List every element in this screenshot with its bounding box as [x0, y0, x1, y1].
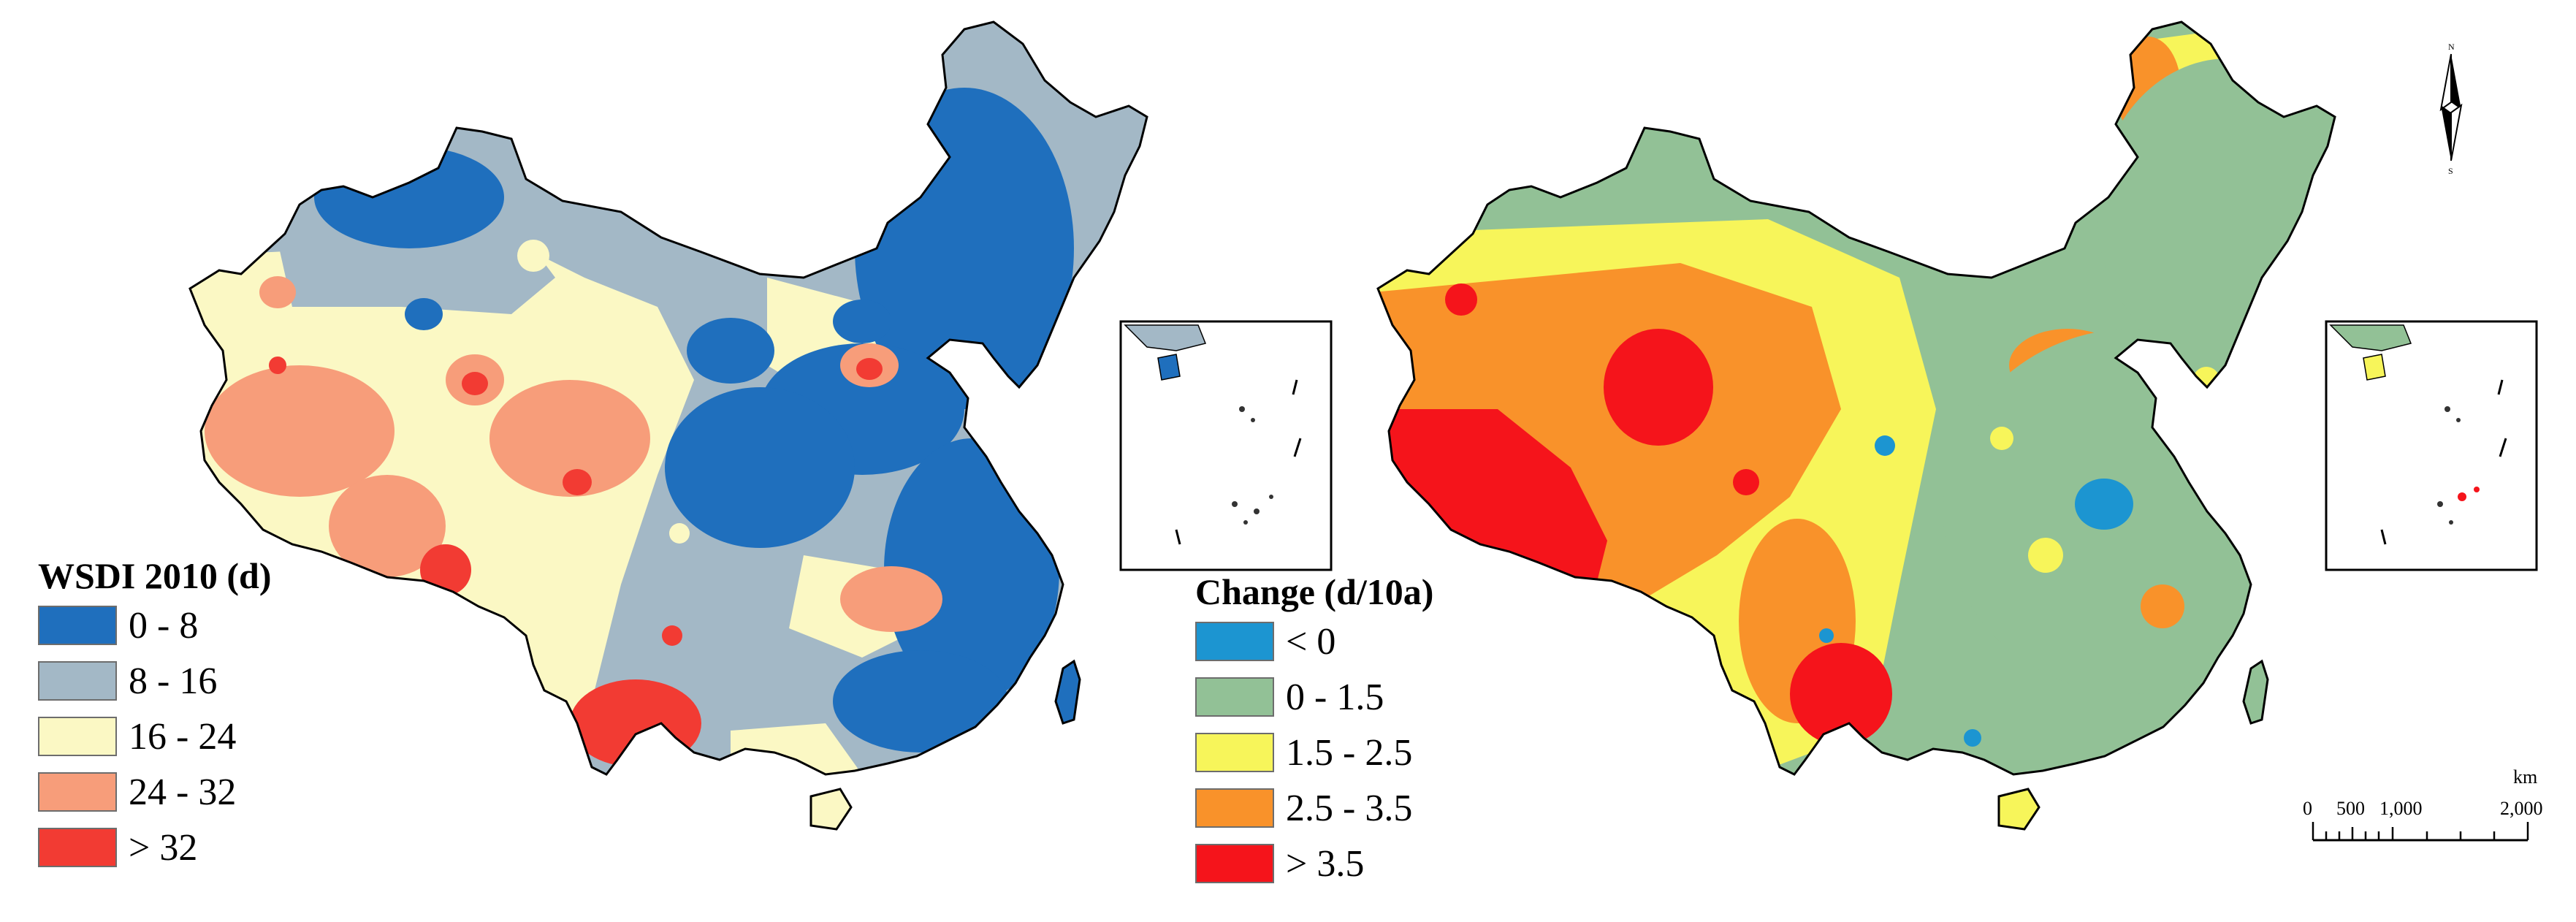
scale-tick-3: 2,000: [2500, 798, 2543, 819]
left-inset-south-china-sea: [1119, 320, 1333, 571]
left-swatch-2: [38, 717, 117, 756]
right-swatch-0: [1195, 622, 1274, 661]
right-legend-item: 0 - 1.5: [1195, 669, 1433, 725]
scale-tick-0: 0: [2303, 798, 2312, 819]
right-legend-title: Change (d/10a): [1195, 571, 1434, 612]
right-legend: Change (d/10a) < 0 0 - 1.5 1.5 - 2.5 2.5…: [1195, 570, 1433, 891]
right-legend-item: > 3.5: [1195, 836, 1433, 891]
south-label: S: [2448, 166, 2453, 176]
north-arrow-icon: N S: [2439, 42, 2463, 176]
right-legend-item: < 0: [1195, 614, 1433, 669]
left-swatch-0: [38, 606, 117, 645]
left-swatch-1: [38, 661, 117, 701]
left-legend-item: 24 - 32: [38, 764, 271, 820]
right-legend-label: 0 - 1.5: [1286, 676, 1384, 718]
right-hainan: [1997, 788, 2040, 831]
right-legend-item: 1.5 - 2.5: [1195, 725, 1433, 780]
left-legend-title: WSDI 2010 (d): [38, 555, 272, 596]
right-taiwan: [2242, 659, 2269, 725]
left-legend-label: > 32: [129, 826, 198, 869]
right-map: [1376, 20, 2538, 831]
left-legend-label: 8 - 16: [129, 660, 218, 702]
left-legend-item: 0 - 8: [38, 598, 271, 653]
left-taiwan: [1054, 659, 1081, 725]
right-swatch-4: [1195, 844, 1274, 883]
scale-bar: km 0 500 1,000 2,000: [2303, 766, 2543, 842]
left-map: [188, 20, 1333, 831]
left-swatch-4: [38, 828, 117, 867]
right-legend-item: 2.5 - 3.5: [1195, 780, 1433, 836]
right-swatch-2: [1195, 733, 1274, 772]
scale-unit: km: [2513, 766, 2537, 788]
right-legend-label: 1.5 - 2.5: [1286, 731, 1413, 774]
left-legend-item: > 32: [38, 820, 271, 875]
north-label: N: [2448, 42, 2455, 52]
left-legend-label: 0 - 8: [129, 604, 199, 647]
right-legend-label: > 3.5: [1286, 842, 1365, 885]
left-legend-label: 16 - 24: [129, 715, 237, 758]
left-hainan: [809, 788, 853, 831]
scale-tick-2: 1,000: [2379, 798, 2423, 819]
left-legend-item: 16 - 24: [38, 709, 271, 764]
left-legend-item: 8 - 16: [38, 653, 271, 709]
left-legend-label: 24 - 32: [129, 771, 237, 813]
right-swatch-3: [1195, 788, 1274, 828]
right-inset-south-china-sea: [2325, 320, 2538, 571]
scale-tick-1: 500: [2336, 798, 2365, 819]
left-legend: WSDI 2010 (d) 0 - 8 8 - 16 16 - 24 24 - …: [38, 554, 271, 875]
left-swatch-3: [38, 772, 117, 812]
right-legend-label: < 0: [1286, 620, 1336, 663]
right-legend-label: 2.5 - 3.5: [1286, 787, 1413, 829]
right-swatch-1: [1195, 677, 1274, 717]
